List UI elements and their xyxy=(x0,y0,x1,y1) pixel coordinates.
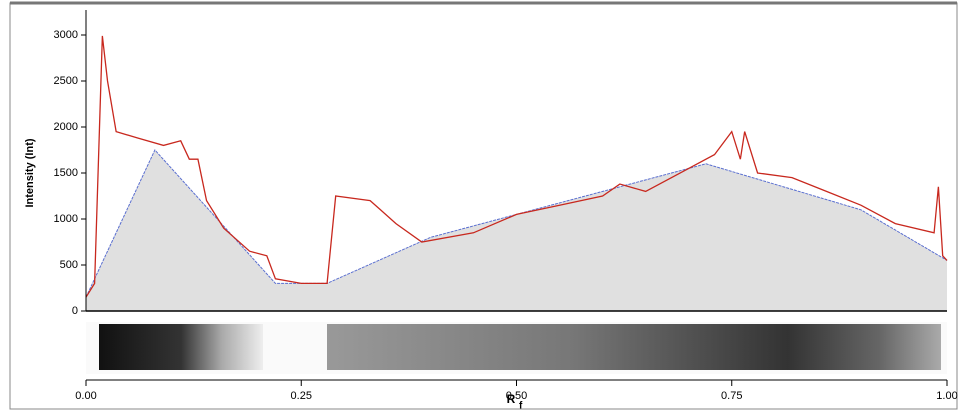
y-tick-label: 1000 xyxy=(54,213,78,225)
y-tick-label: 500 xyxy=(60,259,78,271)
gel-lane xyxy=(86,322,947,374)
y-tick-label: 2000 xyxy=(54,121,78,133)
y-axis-label: Intensity (Int) xyxy=(24,138,36,207)
x-tick-label: 0.75 xyxy=(721,390,742,402)
x-tick-label: 0.50 xyxy=(506,390,527,402)
y-tick-label: 0 xyxy=(72,305,78,317)
chart: Intensity (Int) R f 05001000150020002500… xyxy=(0,0,959,412)
y-tick-label: 1500 xyxy=(54,167,78,179)
x-tick-label: 0.00 xyxy=(75,390,96,402)
x-tick-label: 0.25 xyxy=(291,390,312,402)
y-tick-label: 2500 xyxy=(54,75,78,87)
y-tick-label: 3000 xyxy=(54,29,78,41)
x-tick-label: 1.00 xyxy=(936,390,957,402)
